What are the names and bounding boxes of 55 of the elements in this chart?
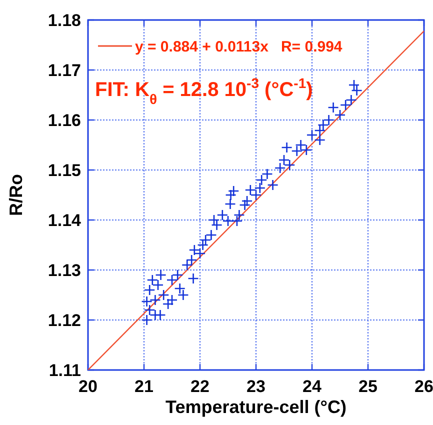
point [346,94,357,106]
point [197,239,208,251]
point [141,296,152,308]
x-tick-label: 23 [246,377,266,396]
point [314,124,326,136]
x-tick-label: 25 [358,377,378,396]
y-tick-label: 1.17 [48,60,81,80]
y-tick-label: 1.16 [48,110,81,130]
x-tick-label: 24 [302,377,322,396]
point [267,179,278,191]
point [158,289,170,301]
point [166,274,178,286]
point [181,259,193,271]
point [166,294,178,306]
point [155,269,166,281]
point [141,314,152,326]
x-tick-label: 20 [78,377,98,396]
point [274,162,286,174]
point [172,269,184,281]
point [234,209,245,221]
point [262,168,273,180]
point [281,142,292,154]
y-tick-label: 1.12 [48,310,81,330]
point [318,119,329,131]
legend-label: y = 0.884 + 0.0113x R= 0.994 [135,38,343,56]
annotation: FIT: K$_{θ}$ = 12.8 10$^{-3}$ (°C$^{-1}$) [95,75,313,107]
y-axis-title: R/Ro [6,174,26,216]
y-tick-label: 1.15 [48,160,81,180]
y-tick-label: 1.13 [48,260,81,280]
point [340,99,352,111]
point [154,309,166,321]
point [239,199,250,211]
point [254,182,266,194]
point [206,229,217,241]
point [162,298,174,310]
point [188,272,199,284]
x-tick-label: 26 [414,377,433,396]
point [231,215,243,227]
point [144,284,156,296]
x-axis-title: Temperature-cell (°C) [166,397,346,417]
point [323,114,334,126]
point [228,185,240,197]
point [224,198,236,210]
x-tick-label: 21 [134,377,154,396]
point [225,189,236,201]
point [200,234,212,246]
point [186,254,198,266]
y-tick-label: 1.11 [48,360,81,380]
y-tick-label: 1.14 [48,210,82,230]
point [150,294,161,306]
y-tick-label: 1.18 [48,10,81,30]
point [291,145,303,157]
point [256,174,268,186]
x-tick-label: 22 [190,377,210,396]
point [241,195,253,207]
